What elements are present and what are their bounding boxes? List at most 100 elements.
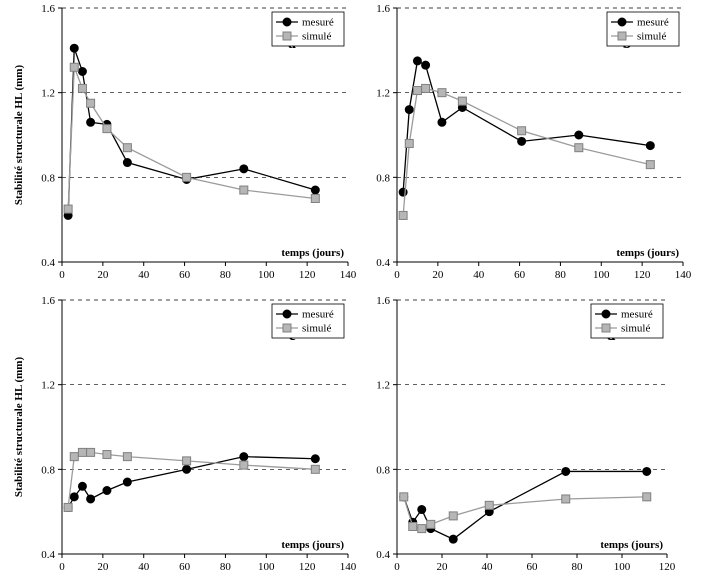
legend: mesuré simulé xyxy=(272,304,344,338)
x-tick-label: 120 xyxy=(299,269,316,281)
legend-label: simulé xyxy=(637,31,666,43)
legend-marker xyxy=(602,310,610,318)
legend-marker xyxy=(602,324,610,332)
y-tick-label: 1.2 xyxy=(376,88,390,100)
x-tick-label: 120 xyxy=(659,561,676,573)
x-tick-label: 80 xyxy=(555,269,567,281)
marker-mesure xyxy=(646,142,654,150)
marker-simule xyxy=(183,173,191,181)
marker-simule xyxy=(123,144,131,152)
marker-simule xyxy=(562,495,570,503)
marker-mesure xyxy=(311,186,319,194)
legend: mesuré simulé xyxy=(607,12,679,46)
panel-a: 0204060801001201400.40.81.21.6temps (jou… xyxy=(13,3,357,281)
marker-mesure xyxy=(103,487,111,495)
legend-marker xyxy=(618,18,626,26)
marker-mesure xyxy=(518,137,526,145)
x-axis-label: temps (jours) xyxy=(600,539,663,551)
marker-simule xyxy=(449,512,457,520)
marker-simule xyxy=(427,520,435,528)
marker-mesure xyxy=(70,493,78,501)
x-tick-label: 60 xyxy=(514,269,526,281)
marker-mesure xyxy=(70,44,78,52)
marker-simule xyxy=(575,144,583,152)
marker-simule xyxy=(70,453,78,461)
x-axis-label: temps (jours) xyxy=(281,539,344,551)
x-tick-label: 80 xyxy=(220,269,232,281)
marker-simule xyxy=(78,84,86,92)
marker-simule xyxy=(311,465,319,473)
marker-mesure xyxy=(123,478,131,486)
series-line-mesure xyxy=(68,457,315,508)
x-tick-label: 0 xyxy=(394,561,400,573)
marker-simule xyxy=(87,448,95,456)
marker-simule xyxy=(643,493,651,501)
y-tick-label: 1.2 xyxy=(41,88,55,100)
y-tick-label: 1.6 xyxy=(376,3,390,15)
marker-mesure xyxy=(123,159,131,167)
figure-svg: 0 20 40 60 80 100 120 140 0.4 0.8 1.2 1.6 temps (jou… xyxy=(0,0,701,584)
marker-mesure xyxy=(240,453,248,461)
y-tick-label: 0.8 xyxy=(376,172,390,184)
x-tick-label: 20 xyxy=(437,561,449,573)
x-tick-label: 120 xyxy=(634,269,651,281)
marker-simule xyxy=(123,453,131,461)
y-tick-label: 1.6 xyxy=(376,295,390,307)
series-line-simule xyxy=(68,452,315,507)
legend-label: simulé xyxy=(302,323,331,335)
figure-root: 0 20 40 60 80 100 120 140 0.4 0.8 1.2 1.6 temps (jou… xyxy=(0,0,701,584)
x-tick-label: 20 xyxy=(97,561,109,573)
marker-mesure xyxy=(643,467,651,475)
marker-simule xyxy=(399,211,407,219)
marker-mesure xyxy=(418,506,426,514)
legend: mesurésimulé xyxy=(591,304,663,338)
x-tick-label: 140 xyxy=(675,269,692,281)
x-tick-label: 120 xyxy=(299,561,316,573)
y-axis-label: Stabilité structurale HL (mm) xyxy=(13,357,25,498)
panel-d: 0204060801001200.40.81.21.6temps (jours)… xyxy=(376,295,676,573)
legend-label: mesuré xyxy=(637,17,669,29)
series-line-mesure xyxy=(403,61,650,192)
legend-marker xyxy=(283,32,291,40)
marker-simule xyxy=(78,448,86,456)
legend-label: mesuré xyxy=(621,309,653,321)
legend: mesurésimulé xyxy=(272,12,344,46)
marker-mesure xyxy=(562,467,570,475)
x-tick-label: 0 xyxy=(59,269,65,281)
series-line-simule xyxy=(404,497,647,529)
marker-simule xyxy=(70,63,78,71)
marker-simule xyxy=(400,493,408,501)
marker-simule xyxy=(458,97,466,105)
legend-label: mesuré xyxy=(302,309,334,321)
marker-simule xyxy=(405,139,413,147)
x-tick-label: 100 xyxy=(593,269,610,281)
x-tick-label: 140 xyxy=(340,561,357,573)
x-axis-label: temps (jours) xyxy=(616,247,679,259)
legend-marker xyxy=(283,310,291,318)
marker-simule xyxy=(413,87,421,95)
x-tick-label: 0 xyxy=(59,561,65,573)
marker-simule xyxy=(646,161,654,169)
x-tick-label: 100 xyxy=(258,561,275,573)
legend-marker xyxy=(618,32,626,40)
panel-c: 0204060801001201400.40.81.21.6temps (jou… xyxy=(13,295,357,573)
marker-mesure xyxy=(413,57,421,65)
marker-simule xyxy=(64,503,72,511)
x-tick-label: 40 xyxy=(473,269,485,281)
y-axis-label: Stabilité structurale HL (mm) xyxy=(13,65,25,206)
marker-mesure xyxy=(78,482,86,490)
marker-simule xyxy=(311,195,319,203)
x-tick-label: 20 xyxy=(432,269,444,281)
x-tick-label: 0 xyxy=(394,269,400,281)
x-axis-label: temps (jours) xyxy=(281,247,344,259)
y-tick-label: 0.4 xyxy=(376,257,390,269)
marker-simule xyxy=(103,451,111,459)
x-tick-label: 100 xyxy=(258,269,275,281)
marker-simule xyxy=(64,205,72,213)
y-tick-label: 1.6 xyxy=(41,295,55,307)
marker-simule xyxy=(103,125,111,133)
legend-label: simulé xyxy=(302,31,331,43)
series-line-simule xyxy=(403,88,650,215)
x-tick-label: 80 xyxy=(220,561,232,573)
x-tick-label: 100 xyxy=(614,561,631,573)
